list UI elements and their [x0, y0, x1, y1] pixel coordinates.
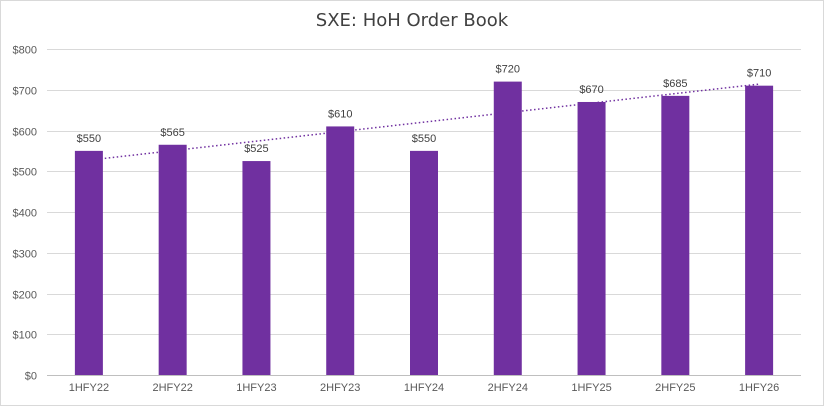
x-tick-label: 2HFY22	[152, 382, 192, 394]
x-tick-label: 2HFY24	[488, 382, 528, 394]
data-label: $670	[579, 84, 603, 96]
data-label: $525	[244, 143, 268, 155]
y-tick-label: $200	[13, 290, 37, 302]
data-label: $685	[663, 78, 687, 90]
data-label: $550	[412, 133, 436, 145]
bar	[74, 150, 103, 375]
y-tick-label: $500	[13, 167, 37, 179]
y-tick-label: $100	[13, 330, 37, 342]
data-label: $610	[328, 108, 352, 120]
bar	[410, 150, 438, 375]
bar	[661, 95, 690, 376]
chart-title: SXE: HoH Order Book	[315, 10, 509, 31]
trendline-group	[88, 83, 760, 161]
y-tick-label: $400	[13, 208, 37, 220]
data-label: $565	[160, 127, 184, 139]
trendline	[88, 83, 760, 161]
bar	[493, 81, 522, 375]
y-tick-label: $600	[13, 127, 37, 139]
data-label: $550	[77, 133, 101, 145]
x-tick-label: 1HFY24	[404, 382, 444, 394]
data-label: $710	[747, 68, 771, 80]
x-tick-label: 1HFY22	[69, 382, 109, 394]
axes: $0 $100 $200 $300 $400 $500 $600 $700 $800 1HFY22…	[13, 45, 780, 395]
bars	[74, 81, 774, 376]
y-tick-label: $700	[13, 86, 37, 98]
y-tick-label: $0	[25, 371, 37, 383]
data-label: $720	[496, 64, 520, 76]
y-tick-label: $300	[13, 249, 37, 261]
bar	[745, 85, 774, 376]
bar	[158, 144, 187, 375]
bar	[577, 101, 606, 375]
y-tick-label: $800	[13, 45, 37, 57]
x-tick-label: 1HFY23	[236, 382, 276, 394]
data-labels: $550 $565 $525 $610 $550 $720 $670 $685 $710	[77, 64, 772, 155]
x-tick-label: 1HFY25	[571, 382, 611, 394]
x-tick-label: 1HFY26	[739, 382, 779, 394]
x-tick-label: 2HFY25	[655, 382, 695, 394]
x-tick-label: 2HFY23	[320, 382, 360, 394]
bar	[242, 161, 271, 375]
bar	[326, 126, 355, 375]
